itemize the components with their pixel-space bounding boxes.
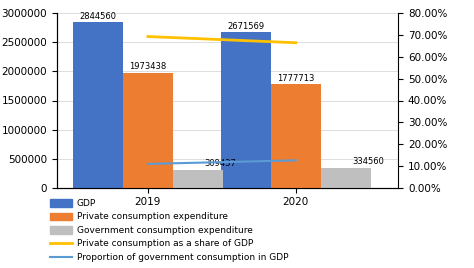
Bar <box>321 168 371 188</box>
Bar <box>123 73 173 188</box>
Bar <box>173 170 223 188</box>
Bar <box>271 84 321 188</box>
Legend: GDP, Private consumption expenditure, Government consumption expenditure, Privat: GDP, Private consumption expenditure, Go… <box>50 199 288 262</box>
Text: 1777713: 1777713 <box>277 74 314 83</box>
Text: 309437: 309437 <box>205 159 237 168</box>
Text: 334560: 334560 <box>353 157 384 166</box>
Text: 1973438: 1973438 <box>129 62 166 71</box>
Bar <box>73 23 123 188</box>
Text: 2844560: 2844560 <box>79 12 116 21</box>
Text: 2671569: 2671569 <box>227 22 264 31</box>
Bar <box>221 32 271 188</box>
